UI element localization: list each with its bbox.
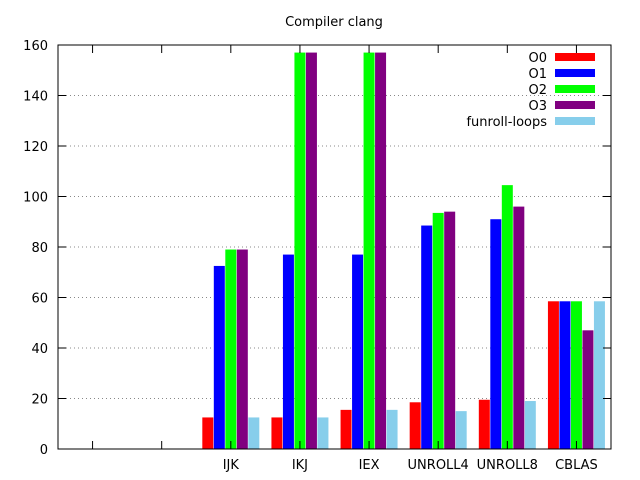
- chart-title: Compiler clang: [285, 15, 383, 30]
- bar-O1-IKJ: [282, 254, 294, 449]
- bar-O1-IEX: [352, 254, 364, 449]
- y-tick-label: 100: [23, 191, 48, 206]
- grid-lines: [58, 95, 611, 399]
- bar-funroll-loops-IJK: [248, 417, 260, 449]
- legend-label-O3: O3: [528, 99, 547, 114]
- legend-swatch-O0: [555, 53, 595, 61]
- bar-O3-CBLAS: [582, 330, 594, 449]
- legend-swatch-O3: [555, 101, 595, 109]
- bar-O3-IKJ: [305, 52, 317, 449]
- x-category-label: UNROLL8: [477, 458, 538, 473]
- bar-O1-UNROLL4: [421, 225, 433, 449]
- bar-O0-UNROLL8: [478, 399, 490, 449]
- y-tick-label: 40: [31, 342, 48, 357]
- y-tick-label: 20: [31, 393, 48, 408]
- bar-O2-UNROLL8: [501, 185, 513, 449]
- bar-funroll-loops-UNROLL4: [455, 411, 467, 449]
- bar-O1-CBLAS: [559, 301, 571, 449]
- bar-O0-IEX: [340, 409, 352, 449]
- bar-O2-CBLAS: [570, 301, 582, 449]
- plot-border: [57, 44, 612, 450]
- bar-O2-IKJ: [294, 52, 306, 449]
- bar-O3-UNROLL8: [513, 206, 525, 449]
- bar-funroll-loops-CBLAS: [593, 301, 605, 449]
- y-tick-label: 140: [23, 90, 48, 105]
- legend-label-O0: O0: [528, 51, 547, 66]
- bars: [202, 52, 605, 449]
- bar-O0-IKJ: [271, 417, 283, 449]
- bar-O3-IJK: [236, 249, 248, 449]
- bar-O3-UNROLL4: [444, 211, 456, 449]
- x-category-label: IKJ: [292, 458, 308, 473]
- y-tick-label: 160: [23, 39, 48, 54]
- bar-O3-IEX: [375, 52, 387, 449]
- bar-funroll-loops-IKJ: [317, 417, 329, 449]
- y-tick-label: 0: [40, 443, 48, 458]
- axes: 0 20 40 60 80 100 120 140 160 IJK IKJ IEX UNROLL4 UNR…: [23, 39, 612, 473]
- legend-swatch-O1: [555, 69, 595, 77]
- legend-swatch-O2: [555, 85, 595, 93]
- bar-O0-UNROLL4: [409, 402, 421, 449]
- bar-O2-UNROLL4: [432, 212, 444, 449]
- legend-label-O2: O2: [528, 83, 547, 98]
- bar-funroll-loops-IEX: [386, 409, 398, 449]
- bar-O2-IJK: [225, 249, 237, 449]
- x-category-label: CBLAS: [555, 458, 598, 473]
- bar-O2-IEX: [363, 52, 375, 449]
- x-category-label: UNROLL4: [408, 458, 469, 473]
- bar-O1-UNROLL8: [490, 219, 502, 449]
- x-category-label: IEX: [359, 458, 380, 473]
- bar-funroll-loops-UNROLL8: [524, 401, 536, 449]
- y-tick-label: 60: [31, 292, 48, 307]
- bar-O0-IJK: [202, 417, 214, 449]
- x-category-label: IJK: [223, 458, 240, 473]
- bar-O1-IJK: [213, 265, 225, 449]
- legend-swatch-funroll-loops: [555, 117, 595, 125]
- legend-label-funroll-loops: funroll-loops: [466, 115, 547, 130]
- y-tick-label: 80: [31, 241, 48, 256]
- legend-label-O1: O1: [528, 67, 547, 82]
- y-tick-label: 120: [23, 140, 48, 155]
- bar-O0-CBLAS: [547, 301, 559, 449]
